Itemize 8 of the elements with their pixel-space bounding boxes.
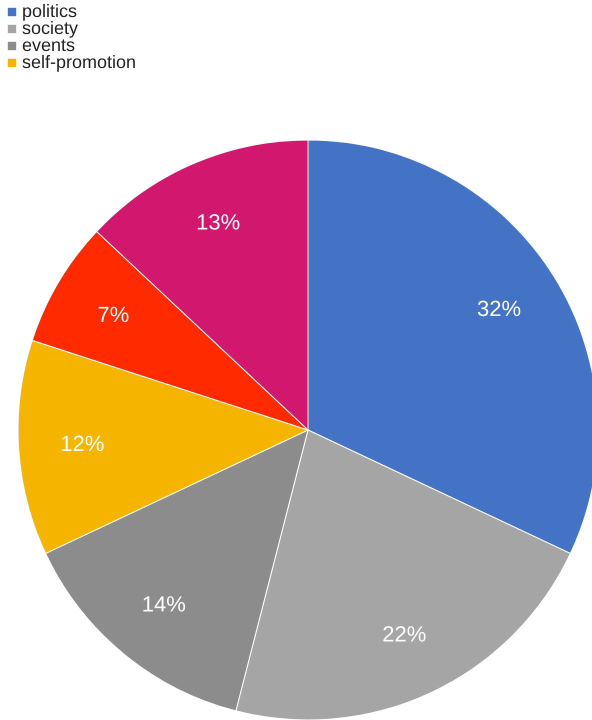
legend-label: politics bbox=[22, 1, 78, 21]
data-label: 14% bbox=[142, 591, 186, 616]
data-label: 13% bbox=[196, 209, 240, 234]
data-label: 32% bbox=[476, 296, 522, 321]
data-label: 12% bbox=[60, 431, 104, 456]
data-label: 7% bbox=[97, 302, 130, 327]
legend-label: self-promotion bbox=[22, 52, 136, 72]
data-label: 22% bbox=[382, 622, 426, 647]
